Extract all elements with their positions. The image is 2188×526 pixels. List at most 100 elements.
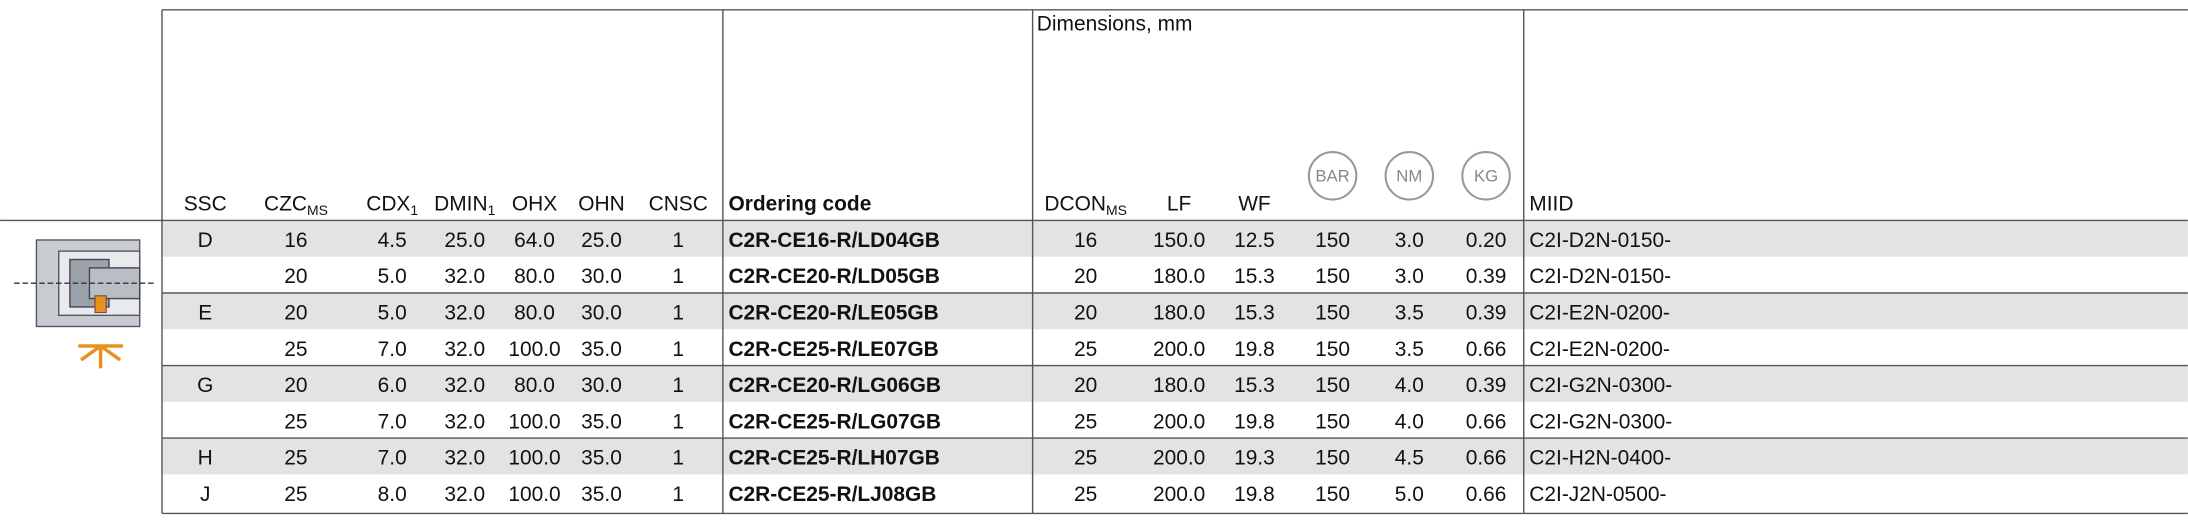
header-text: MIID xyxy=(1529,193,1573,216)
cell: 25 xyxy=(1074,410,1097,433)
cell: 100.0 xyxy=(508,338,560,361)
unit-badge xyxy=(1461,151,1511,201)
cell: 1 xyxy=(672,302,684,325)
cell: 0.39 xyxy=(1466,302,1507,325)
cell: 80.0 xyxy=(514,302,555,325)
cell: 25 xyxy=(284,338,307,361)
cell: 3.5 xyxy=(1395,338,1424,361)
header-text: CNSC xyxy=(649,193,708,216)
row-band xyxy=(161,220,2188,257)
cell: 19.8 xyxy=(1234,338,1275,361)
cell: 20 xyxy=(284,374,307,397)
cell: 5.0 xyxy=(1395,483,1424,506)
cell: 0.20 xyxy=(1466,229,1507,252)
cell: C2I-E2N-0200- xyxy=(1529,338,1670,361)
cell: 150 xyxy=(1315,410,1350,433)
cell: C2R-CE16-R/LD04GB xyxy=(728,229,939,252)
cell: C2I-D2N-0150- xyxy=(1529,265,1671,288)
cell: 80.0 xyxy=(514,374,555,397)
cell: 30.0 xyxy=(581,374,622,397)
header-text: LF xyxy=(1167,193,1191,216)
cell: 20 xyxy=(1074,302,1097,325)
cell: 15.3 xyxy=(1234,302,1275,325)
cell: 16 xyxy=(284,229,307,252)
cell: 1 xyxy=(672,338,684,361)
cell: 32.0 xyxy=(444,483,485,506)
cell: C2R-CE25-R/LE07GB xyxy=(728,338,938,361)
column-header: SSC xyxy=(184,193,227,216)
cell: 4.0 xyxy=(1395,374,1424,397)
cell: 150 xyxy=(1315,338,1350,361)
header-sub: 1 xyxy=(410,202,418,218)
cell: 0.66 xyxy=(1466,483,1507,506)
cell: J xyxy=(200,483,210,506)
unit-badge xyxy=(1307,151,1358,201)
column-header: OHX xyxy=(512,193,557,216)
cell: 35.0 xyxy=(581,447,622,470)
cell: G xyxy=(197,374,213,397)
cell: H xyxy=(198,447,213,470)
cell: 32.0 xyxy=(444,302,485,325)
cell: 0.66 xyxy=(1466,410,1507,433)
cell: 25 xyxy=(284,410,307,433)
column-header: CZCMS xyxy=(264,193,328,218)
cell: 35.0 xyxy=(581,338,622,361)
cell: 5.0 xyxy=(378,302,407,325)
row-band xyxy=(161,292,2188,330)
cell: 1 xyxy=(672,447,684,470)
header-text: OHX xyxy=(512,193,557,216)
cell: 25 xyxy=(284,483,307,506)
cell: 5.0 xyxy=(378,265,407,288)
cell: 0.39 xyxy=(1466,374,1507,397)
tool-icon xyxy=(14,239,154,369)
cell: 150 xyxy=(1315,483,1350,506)
row-bands xyxy=(161,220,2188,475)
column-header: BAR xyxy=(1315,166,1349,185)
cell: C2I-J2N-0500- xyxy=(1529,483,1666,506)
cell: 32.0 xyxy=(444,338,485,361)
cell: 150 xyxy=(1315,374,1350,397)
cell: 1 xyxy=(672,410,684,433)
cell: 3.0 xyxy=(1395,229,1424,252)
header-text: SSC xyxy=(184,193,227,216)
cell: 32.0 xyxy=(444,374,485,397)
column-header: CDX1 xyxy=(366,193,418,218)
cell: C2R-CE25-R/LJ08GB xyxy=(728,483,936,506)
cell: 150 xyxy=(1315,229,1350,252)
cell: C2I-G2N-0300- xyxy=(1529,410,1672,433)
cell: 1 xyxy=(672,483,684,506)
header-sub: MS xyxy=(1106,202,1127,218)
header-sub: MS xyxy=(307,202,328,218)
cell: 25 xyxy=(1074,447,1097,470)
header-text: DMIN xyxy=(434,193,487,216)
cell: 7.0 xyxy=(378,410,407,433)
column-header: WF xyxy=(1238,193,1271,216)
cell: 25 xyxy=(1074,483,1097,506)
column-header: NM xyxy=(1396,166,1422,185)
header-text: Ordering code xyxy=(728,193,871,216)
cell: 3.0 xyxy=(1395,265,1424,288)
cell: E xyxy=(198,302,212,325)
cell: 64.0 xyxy=(514,229,555,252)
cell: 1 xyxy=(672,374,684,397)
cell: 16 xyxy=(1074,229,1097,252)
column-header: LF xyxy=(1167,193,1191,216)
cell: 4.5 xyxy=(378,229,407,252)
cell: 19.8 xyxy=(1234,410,1275,433)
cell: C2R-CE20-R/LD05GB xyxy=(728,265,939,288)
cell: 15.3 xyxy=(1234,265,1275,288)
column-header: DCONMS xyxy=(1044,193,1126,218)
unit-badge xyxy=(1384,151,1435,201)
cell: 1 xyxy=(672,229,684,252)
cell: C2I-G2N-0300- xyxy=(1529,374,1672,397)
cell: 4.0 xyxy=(1395,410,1424,433)
cell: 0.39 xyxy=(1466,265,1507,288)
cell: 20 xyxy=(1074,265,1097,288)
cell: 7.0 xyxy=(378,338,407,361)
cell: 4.5 xyxy=(1395,447,1424,470)
cell: 150 xyxy=(1315,265,1350,288)
cell: 180.0 xyxy=(1153,302,1205,325)
group-title: Dimensions, mm xyxy=(1037,13,1193,36)
cell: 32.0 xyxy=(444,410,485,433)
